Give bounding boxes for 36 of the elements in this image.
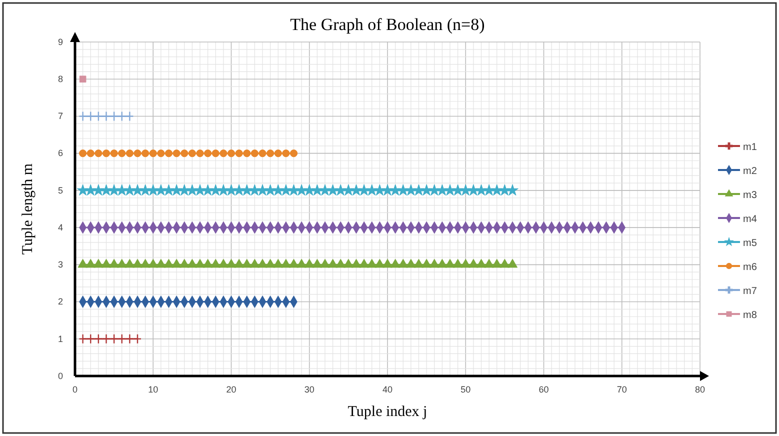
y-tick-label: 6 [58, 148, 63, 158]
y-tick-label: 7 [58, 111, 63, 122]
legend-label: m2 [743, 166, 758, 177]
y-tick-label: 2 [58, 296, 63, 307]
y-tick-label: 3 [58, 260, 63, 270]
x-tick-label: 30 [304, 384, 314, 394]
chart-title: The Graph of Boolean (n=8) [290, 15, 485, 34]
y-tick-label: 0 [58, 370, 63, 381]
x-tick-label: 20 [226, 384, 236, 394]
point [506, 184, 518, 196]
x-tick-label: 70 [616, 384, 627, 394]
y-tick-label: 4 [58, 222, 63, 232]
point [78, 150, 87, 158]
legend-label: m3 [743, 190, 758, 201]
y-tick-label: 5 [58, 185, 63, 196]
point [79, 76, 86, 83]
x-tick-label: 0 [72, 384, 78, 394]
x-tick-label: 50 [460, 384, 471, 394]
y-tick-label: 1 [58, 334, 63, 344]
point [290, 150, 298, 158]
y-axis-title: Tuple length m [20, 163, 36, 255]
x-tick-label: 80 [694, 384, 706, 394]
legend-label: m1 [743, 142, 758, 153]
point [507, 258, 518, 268]
x-tick-label: 40 [382, 384, 393, 394]
x-tick-label: 10 [148, 384, 158, 394]
legend-label: m4 [743, 214, 758, 225]
legend-label: m7 [743, 286, 758, 297]
x-axis-title: Tuple index j [348, 404, 428, 420]
legend-label: m8 [743, 310, 758, 321]
y-tick-label: 9 [58, 36, 63, 47]
legend-label: m6 [743, 262, 758, 273]
legend-label: m5 [743, 238, 758, 249]
point [78, 258, 88, 268]
x-tick-label: 60 [538, 384, 549, 394]
y-tick-label: 8 [58, 74, 63, 84]
